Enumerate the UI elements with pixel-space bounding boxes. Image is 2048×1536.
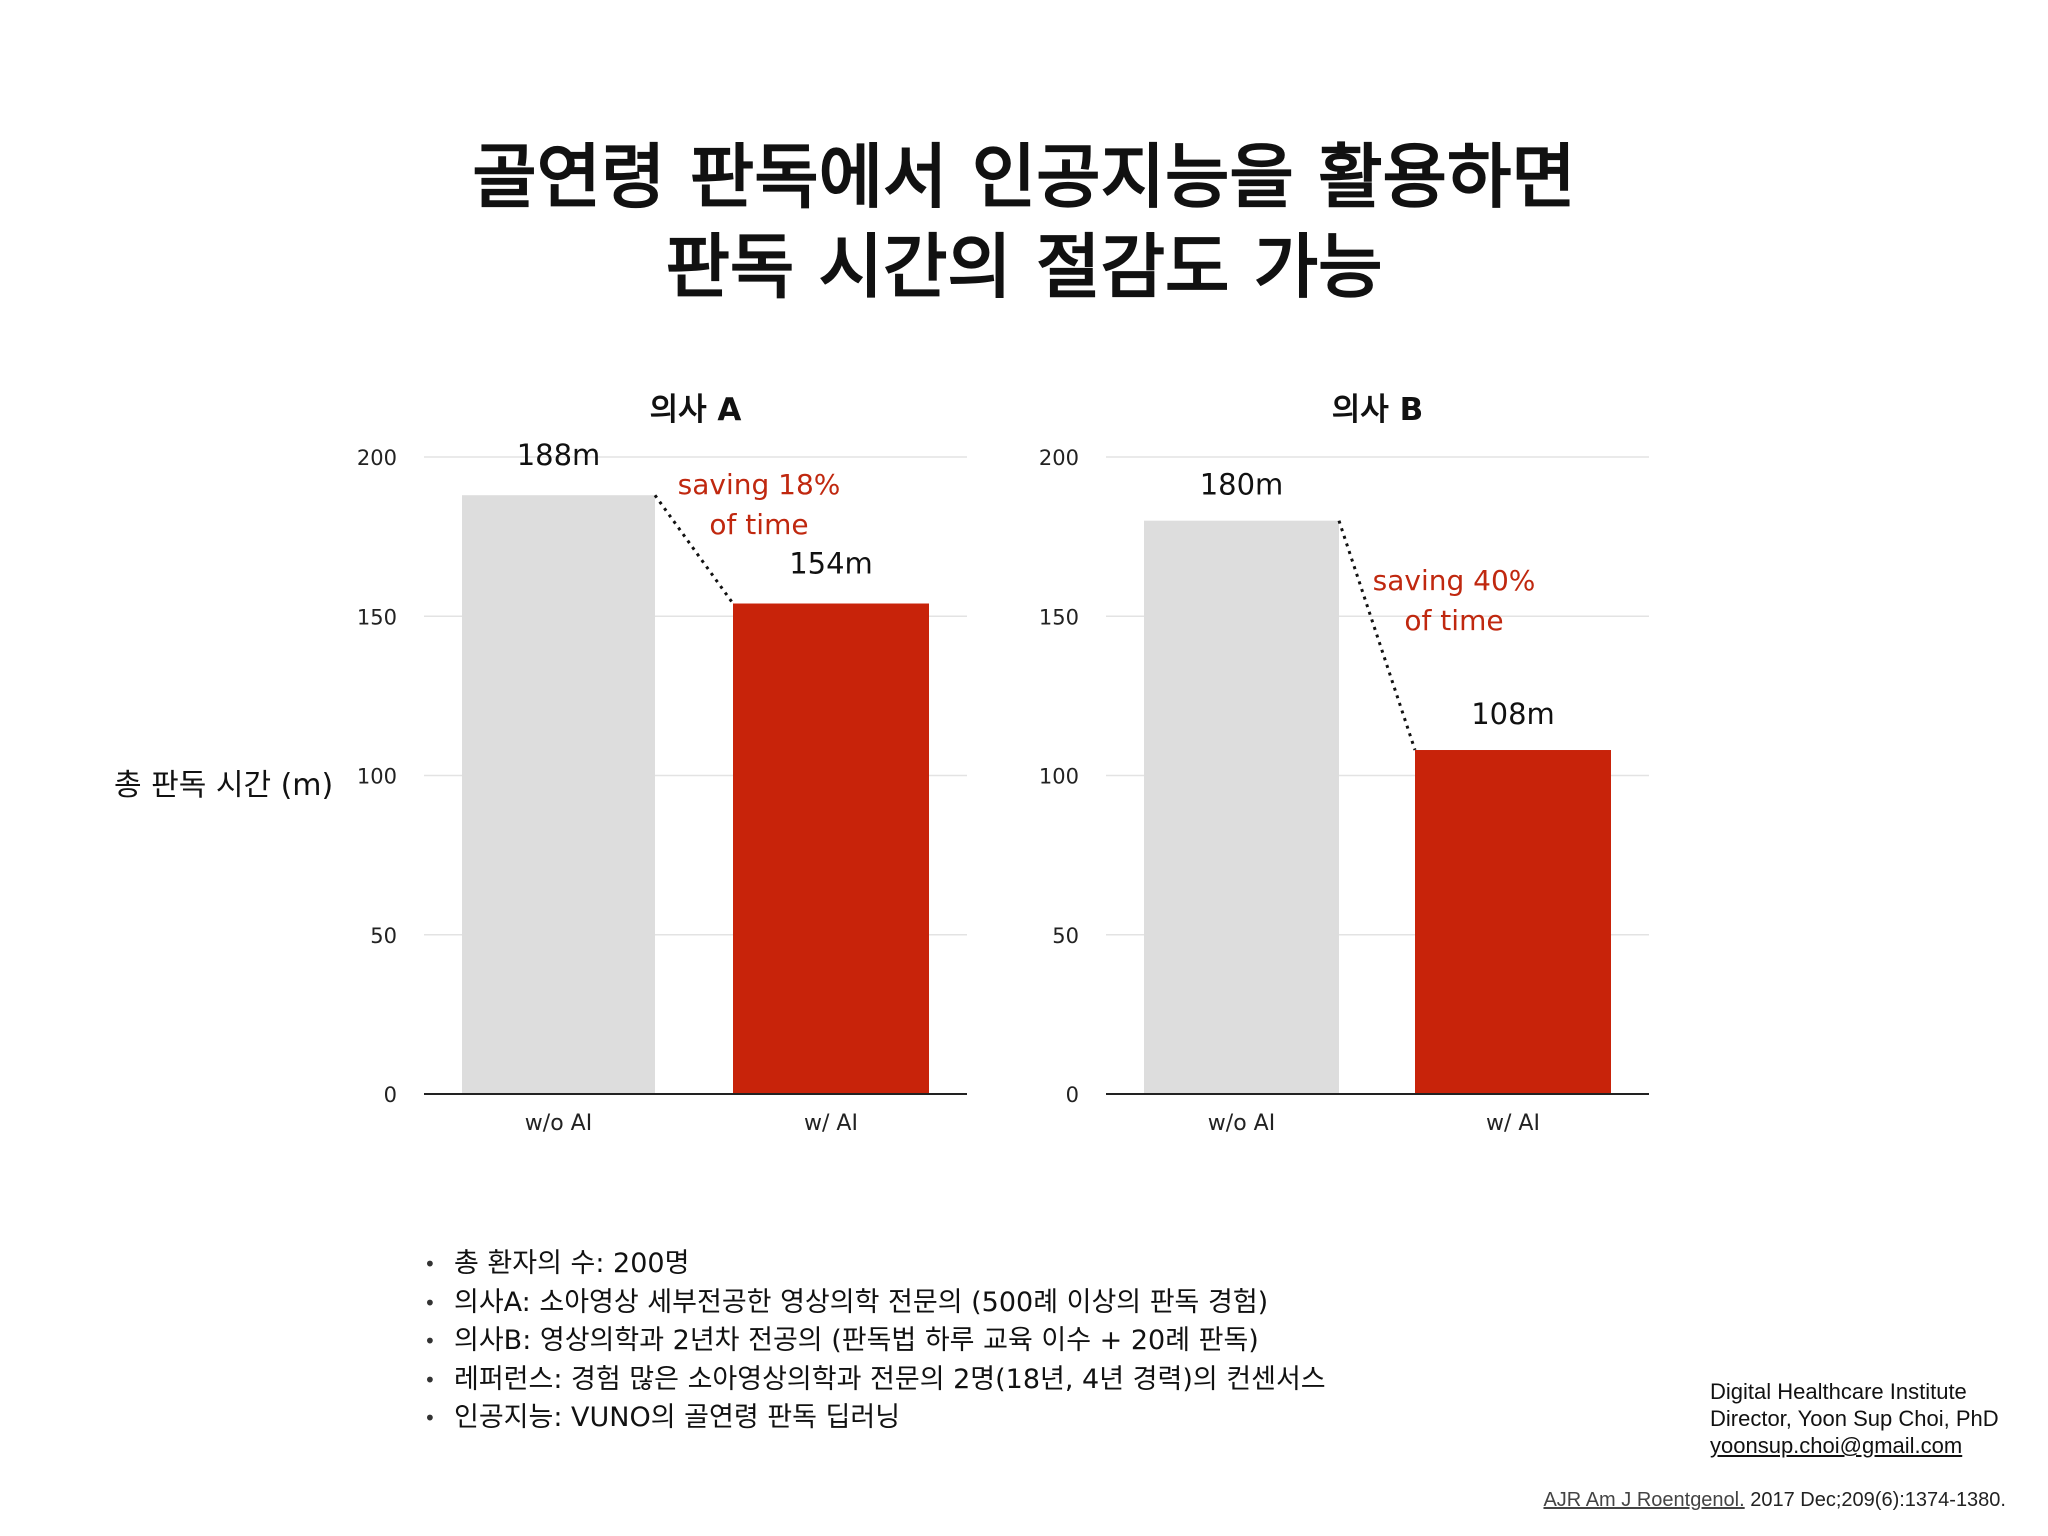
x-tick-label: w/ AI xyxy=(1486,1111,1540,1136)
citation-journal-link[interactable]: AJR Am J Roentgenol. xyxy=(1543,1489,1745,1511)
note-item: 의사A: 소아영상 세부전공한 영상의학 전문의 (500례 이상의 판독 경험… xyxy=(424,1284,1326,1323)
credit-institute: Digital Healthcare Institute xyxy=(1710,1379,1967,1404)
chart-title: 의사 B xyxy=(1332,392,1423,428)
note-item: 인공지능: VUNO의 골연령 판독 딥러닝 xyxy=(424,1399,1326,1438)
title-line-1: 골연령 판독에서 인공지능을 활용하면 xyxy=(472,136,1576,218)
credit-email-link[interactable]: yoonsup.choi@gmail.com xyxy=(1710,1433,1963,1458)
x-tick-label: w/ AI xyxy=(804,1111,858,1136)
y-tick-label: 200 xyxy=(357,446,397,470)
saving-annotation: saving 40% xyxy=(1373,564,1536,597)
y-tick-label: 150 xyxy=(1039,605,1079,629)
saving-connector-line xyxy=(1337,520,1417,751)
bar-value-label: 180m xyxy=(1200,468,1284,502)
title-line-2: 판독 시간의 절감도 가능 xyxy=(665,226,1383,308)
note-item: 레퍼런스: 경험 많은 소아영상의학과 전문의 2명(18년, 4년 경력)의 … xyxy=(424,1361,1326,1400)
bar-with-ai xyxy=(1415,750,1611,1094)
note-item: 의사B: 영상의학과 2년차 전공의 (판독법 하루 교육 이수 + 20례 판… xyxy=(424,1322,1326,1361)
y-axis-label: 총 판독 시간 (m) xyxy=(114,768,334,803)
chart-title: 의사 A xyxy=(650,392,742,428)
bar-with-ai xyxy=(733,603,929,1094)
bar-value-label: 188m xyxy=(517,438,601,472)
y-tick-label: 100 xyxy=(1039,765,1079,789)
note-item: 총 환자의 수: 200명 xyxy=(424,1245,1326,1284)
bar-without-ai xyxy=(462,495,655,1095)
study-notes: 총 환자의 수: 200명 의사A: 소아영상 세부전공한 영상의학 전문의 (… xyxy=(424,1245,1326,1438)
y-tick-label: 50 xyxy=(370,924,397,948)
citation: AJR Am J Roentgenol. 2017 Dec;209(6):137… xyxy=(1543,1489,2006,1512)
bar-value-label: 154m xyxy=(789,547,873,581)
y-tick-label: 150 xyxy=(357,605,397,629)
x-tick-label: w/o AI xyxy=(1208,1111,1275,1136)
saving-annotation: saving 18% xyxy=(678,468,841,501)
y-tick-label: 0 xyxy=(384,1083,397,1107)
y-tick-label: 50 xyxy=(1052,924,1079,948)
citation-details: 2017 Dec;209(6):1374-1380. xyxy=(1744,1489,2006,1511)
y-tick-label: 100 xyxy=(357,765,397,789)
saving-annotation: of time xyxy=(1404,604,1503,637)
bar-value-label: 108m xyxy=(1471,697,1555,731)
author-credit: Digital Healthcare Institute Director, Y… xyxy=(1710,1378,1999,1459)
y-tick-label: 0 xyxy=(1066,1083,1079,1107)
credit-director: Director, Yoon Sup Choi, PhD xyxy=(1710,1406,1999,1431)
x-tick-label: w/o AI xyxy=(525,1111,592,1136)
bar-without-ai xyxy=(1144,520,1339,1094)
saving-annotation: of time xyxy=(709,508,808,541)
y-tick-label: 200 xyxy=(1039,446,1079,470)
slide-title: 골연령 판독에서 인공지능을 활용하면 판독 시간의 절감도 가능 xyxy=(0,132,2048,312)
saving-connector-line xyxy=(653,494,735,605)
